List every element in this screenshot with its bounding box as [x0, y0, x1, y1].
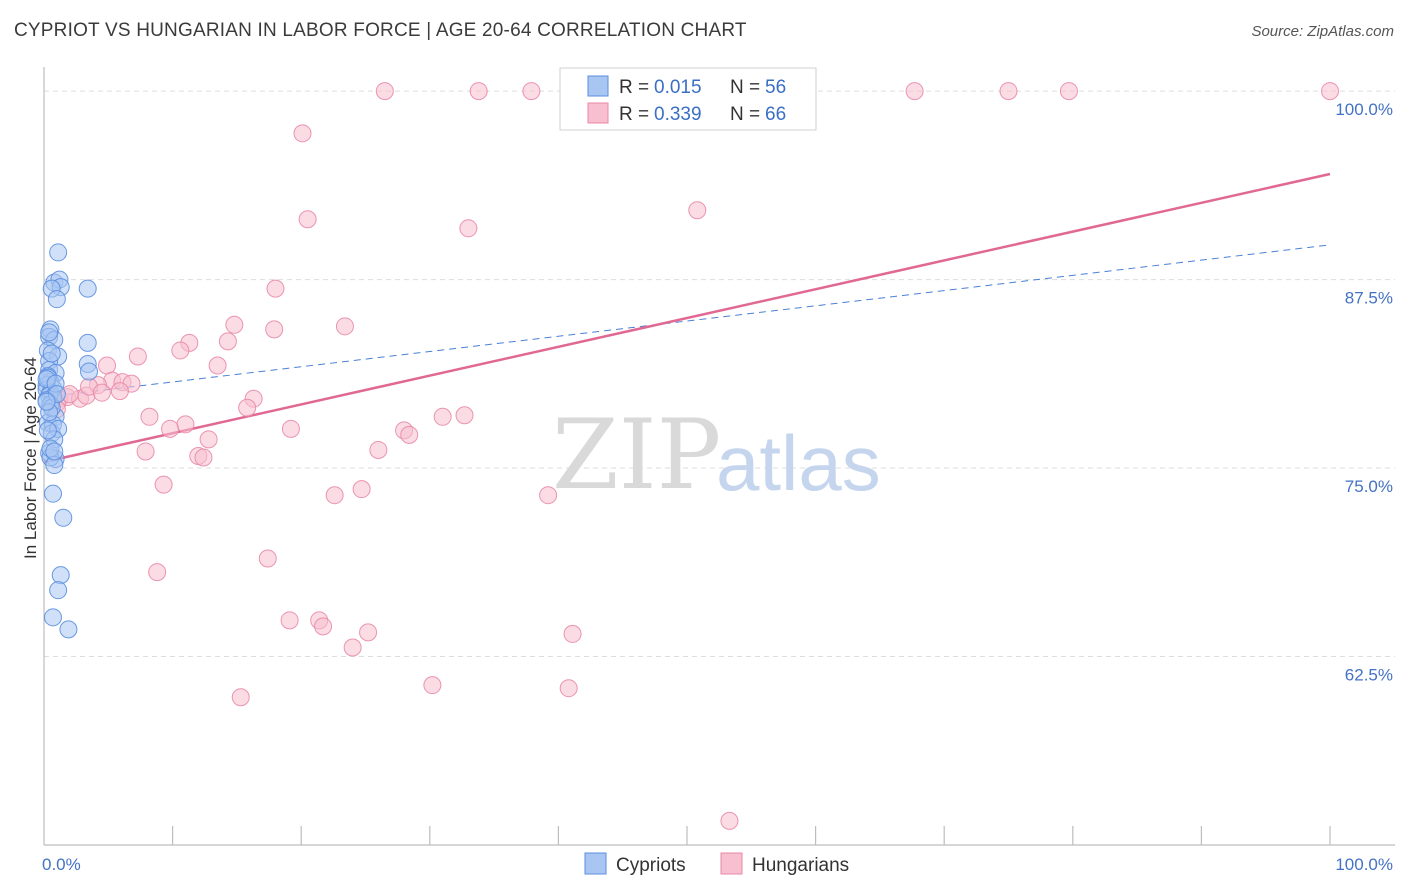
bottom-legend-swatch-cypriots	[584, 852, 607, 875]
point-hungarian	[281, 419, 300, 438]
point-hungarian	[720, 811, 739, 830]
y-tick-label: 62.5%	[1345, 666, 1393, 685]
top-legend: R = 0.015 N = 56 R = 0.339 N = 66	[559, 67, 817, 131]
legend-r-value-hungarians: 0.339	[654, 104, 702, 125]
point-hungarian	[314, 617, 333, 636]
legend-n-label-cypriots: N =	[730, 77, 760, 98]
point-cypriot	[78, 333, 97, 352]
point-hungarian	[688, 201, 707, 220]
point-hungarian	[161, 419, 180, 438]
point-hungarian	[559, 679, 578, 698]
point-cypriot	[40, 323, 59, 342]
legend-n-label-hungarians: N =	[730, 104, 760, 125]
y-tick-label: 75.0%	[1345, 477, 1393, 496]
x-tick-label: 100.0%	[1335, 855, 1393, 874]
point-hungarian	[563, 624, 582, 643]
y-tick-label: 87.5%	[1345, 289, 1393, 308]
point-hungarian	[110, 382, 129, 401]
point-hungarian	[1321, 82, 1339, 101]
point-hungarian	[433, 407, 452, 426]
point-cypriot	[38, 421, 57, 440]
point-hungarian	[539, 486, 558, 505]
point-hungarian	[999, 82, 1018, 101]
point-cypriot	[49, 243, 68, 262]
bottom-legend-label-hungarians: Hungarians	[752, 855, 849, 876]
point-cypriot	[54, 508, 73, 527]
point-hungarian	[455, 406, 474, 425]
legend-n-value-cypriots: 56	[765, 77, 786, 98]
point-hungarian	[400, 425, 419, 444]
point-hungarian	[140, 407, 159, 426]
point-hungarian	[343, 638, 362, 657]
point-hungarian	[136, 442, 155, 461]
point-hungarian	[352, 480, 371, 499]
point-hungarian	[231, 688, 250, 707]
point-hungarian	[459, 219, 478, 238]
point-hungarian	[98, 356, 117, 375]
watermark-zip: ZIP	[552, 399, 721, 511]
trend-line-hungarians	[43, 172, 1331, 464]
legend-r-label-cypriots: R =	[619, 77, 649, 98]
point-hungarian	[218, 332, 237, 351]
point-hungarian	[298, 210, 317, 229]
legend-swatch-cypriots	[587, 75, 609, 97]
gridlines	[44, 90, 1395, 658]
point-cypriot	[44, 484, 63, 503]
point-hungarian	[359, 623, 378, 642]
point-cypriot	[80, 362, 99, 381]
point-hungarian	[280, 611, 299, 630]
point-hungarian	[148, 563, 167, 582]
bottom-legend-label-cypriots: Cypriots	[616, 855, 686, 876]
point-hungarian	[1059, 82, 1078, 101]
point-hungarian	[238, 398, 257, 417]
point-hungarian	[522, 82, 541, 101]
point-cypriot	[44, 608, 63, 627]
tick-labels: 100.0% 87.5% 75.0% 62.5% 0.0% 100.0%	[42, 100, 1393, 874]
point-cypriot	[59, 620, 78, 639]
bottom-legend-swatch-hungarians	[720, 852, 743, 875]
point-cypriot	[37, 392, 56, 411]
point-hungarian	[154, 475, 173, 494]
point-hungarian	[469, 82, 488, 101]
point-hungarian	[293, 124, 312, 143]
point-cypriot	[47, 290, 66, 309]
point-hungarian	[266, 279, 285, 298]
legend-r-value-cypriots: 0.015	[654, 77, 702, 98]
point-hungarian	[325, 486, 344, 505]
point-hungarian	[208, 356, 227, 375]
legend-swatch-hungarians	[587, 102, 609, 124]
y-tick-label: 100.0%	[1335, 100, 1393, 119]
point-hungarian	[171, 341, 190, 360]
trend-lines	[43, 172, 1331, 464]
point-hungarian	[176, 415, 195, 434]
point-hungarian	[92, 383, 111, 402]
watermark-atlas: atlas	[716, 419, 881, 507]
point-hungarian	[423, 676, 442, 695]
point-hungarian	[225, 315, 244, 334]
point-hungarian	[258, 549, 277, 568]
point-hungarian	[194, 448, 213, 467]
data-points	[37, 82, 1339, 830]
point-hungarian	[375, 82, 394, 101]
point-hungarian	[369, 440, 388, 459]
point-hungarian	[265, 320, 284, 339]
point-hungarian	[128, 347, 147, 366]
point-cypriot	[49, 581, 68, 600]
point-cypriot	[78, 279, 97, 298]
point-hungarian	[905, 82, 924, 101]
watermark: ZIP atlas	[552, 399, 881, 511]
point-cypriot	[42, 344, 61, 363]
legend-n-value-hungarians: 66	[765, 104, 786, 125]
y-axis-title: In Labor Force | Age 20-64	[21, 357, 40, 559]
point-hungarian	[199, 430, 218, 449]
point-cypriot	[45, 442, 64, 461]
legend-r-label-hungarians: R =	[619, 104, 649, 125]
source-label: Source: ZipAtlas.com	[1251, 23, 1394, 40]
bottom-legend: Cypriots Hungarians	[584, 852, 849, 876]
chart-title: CYPRIOT VS HUNGARIAN IN LABOR FORCE | AG…	[14, 20, 747, 41]
point-cypriot	[51, 566, 70, 585]
point-hungarian	[335, 317, 354, 336]
x-tick-label: 0.0%	[42, 855, 81, 874]
